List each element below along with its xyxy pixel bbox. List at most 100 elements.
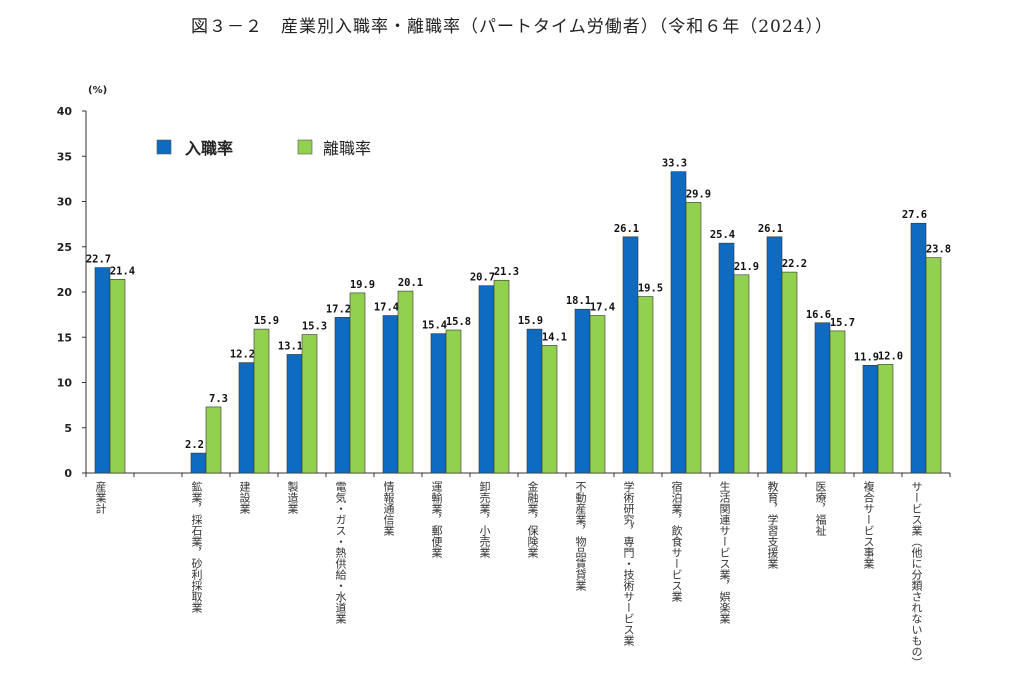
data-label: 2.2: [185, 439, 204, 451]
category-label: 宿泊業，飲食サービス業: [670, 481, 683, 602]
category-label: 複合サービス事業: [862, 481, 875, 569]
bar-separation-rate: [829, 330, 846, 474]
data-label: 17.4: [590, 302, 615, 314]
data-label: 15.4: [422, 320, 447, 332]
category-label: 電気・ガス・熱供給・水道業: [334, 481, 347, 624]
category-label: 鉱業，採石業，砂利採取業: [190, 481, 203, 613]
y-tick-label: 35: [57, 150, 72, 163]
data-label: 20.7: [470, 272, 495, 284]
y-axis-unit: (%): [88, 85, 107, 96]
data-label: 21.4: [110, 265, 135, 277]
data-label: 11.9: [854, 351, 879, 363]
bar-separation-rate: [541, 345, 558, 474]
data-label: 25.4: [710, 229, 735, 241]
y-tick-label: 25: [57, 241, 72, 254]
data-label: 15.8: [446, 316, 471, 328]
bar-separation-rate: [781, 271, 798, 474]
data-label: 26.1: [758, 223, 783, 235]
bar-hire-rate: [430, 333, 447, 474]
bar-separation-rate: [925, 257, 942, 474]
legend-swatch: [297, 139, 313, 155]
category-label: 卸売業，小売業: [478, 481, 491, 558]
bar-hire-rate: [286, 354, 303, 474]
category-label: 産業計: [94, 481, 107, 514]
legend-swatch: [156, 139, 172, 155]
y-tick-label: 0: [64, 467, 72, 480]
category-label: 医療，福祉: [814, 481, 827, 536]
data-label: 26.1: [614, 223, 639, 235]
category-label: 不動産業，物品賃貸業: [574, 481, 587, 591]
bar-separation-rate: [733, 274, 750, 474]
bar-separation-rate: [349, 292, 366, 474]
category-label: 学術研究，専門・技術サービス業: [622, 481, 635, 646]
data-label: 17.2: [326, 303, 351, 315]
bar-separation-rate: [397, 290, 414, 474]
bar-hire-rate: [718, 242, 735, 474]
bar-hire-rate: [190, 452, 207, 474]
data-label: 12.0: [878, 350, 903, 362]
category-label: 情報通信業: [382, 481, 395, 536]
data-label: 21.9: [734, 261, 759, 273]
bar-separation-rate: [589, 315, 606, 474]
bar-separation-rate: [109, 279, 126, 474]
chart-title: 図３－２ 産業別入職率・離職率（パートタイム労働者）（令和６年（2024））: [191, 17, 833, 37]
data-label: 19.5: [638, 283, 663, 295]
bar-separation-rate: [493, 279, 510, 474]
data-label: 7.3: [209, 393, 228, 405]
y-tick-label: 30: [57, 196, 73, 209]
y-tick-label: 20: [57, 286, 73, 299]
data-label: 15.9: [254, 315, 279, 327]
data-label: 20.1: [398, 277, 423, 289]
bar-hire-rate: [526, 328, 543, 474]
data-label: 13.1: [278, 340, 303, 352]
data-label: 16.6: [806, 309, 831, 321]
category-label: 金融業，保険業: [526, 481, 539, 558]
bar-separation-rate: [877, 364, 894, 474]
data-label: 12.2: [230, 349, 255, 361]
y-tick-label: 5: [64, 422, 72, 435]
bar-hire-rate: [478, 285, 495, 474]
bar-separation-rate: [445, 329, 462, 474]
bar-hire-rate: [382, 315, 399, 474]
bar-hire-rate: [766, 236, 783, 474]
data-label: 15.3: [302, 321, 327, 333]
category-label: 建設業: [238, 481, 251, 514]
data-label: 18.1: [566, 295, 591, 307]
bar-hire-rate: [94, 267, 111, 474]
y-tick-label: 40: [57, 105, 73, 118]
bar-hire-rate: [862, 365, 879, 474]
bar-hire-rate: [238, 362, 255, 474]
data-label: 14.1: [542, 331, 567, 343]
data-label: 15.9: [518, 315, 543, 327]
bar-hire-rate: [574, 308, 591, 474]
bar-separation-rate: [685, 202, 702, 474]
category-label: サービス業（他に分類されないもの）: [910, 481, 923, 668]
category-label: 運輸業，郵便業: [430, 481, 443, 558]
bar-separation-rate: [637, 296, 654, 474]
y-tick-label: 15: [57, 331, 72, 344]
legend-label: 離職率: [323, 139, 371, 158]
data-label: 22.2: [782, 258, 807, 270]
bar-hire-rate: [622, 236, 639, 474]
data-label: 33.3: [662, 158, 687, 170]
y-tick-label: 10: [57, 377, 73, 390]
data-label: 17.4: [374, 302, 399, 314]
data-label: 27.6: [902, 209, 927, 221]
bar-separation-rate: [253, 328, 270, 474]
data-label: 21.3: [494, 266, 519, 278]
bar-hire-rate: [910, 222, 927, 474]
category-label: 製造業: [286, 481, 299, 514]
bar-hire-rate: [814, 322, 831, 474]
data-label: 15.7: [830, 317, 855, 329]
data-label: 29.9: [686, 188, 711, 200]
category-label: 生活関連サービス業，娯楽業: [718, 481, 731, 624]
data-label: 22.7: [86, 254, 111, 266]
category-label: 教育，学習支援業: [766, 481, 779, 569]
bar-hire-rate: [334, 317, 351, 474]
data-label: 23.8: [926, 244, 951, 256]
bar-separation-rate: [301, 334, 318, 474]
bar-hire-rate: [670, 171, 687, 474]
data-label: 19.9: [350, 279, 375, 291]
bar-separation-rate: [205, 406, 222, 474]
